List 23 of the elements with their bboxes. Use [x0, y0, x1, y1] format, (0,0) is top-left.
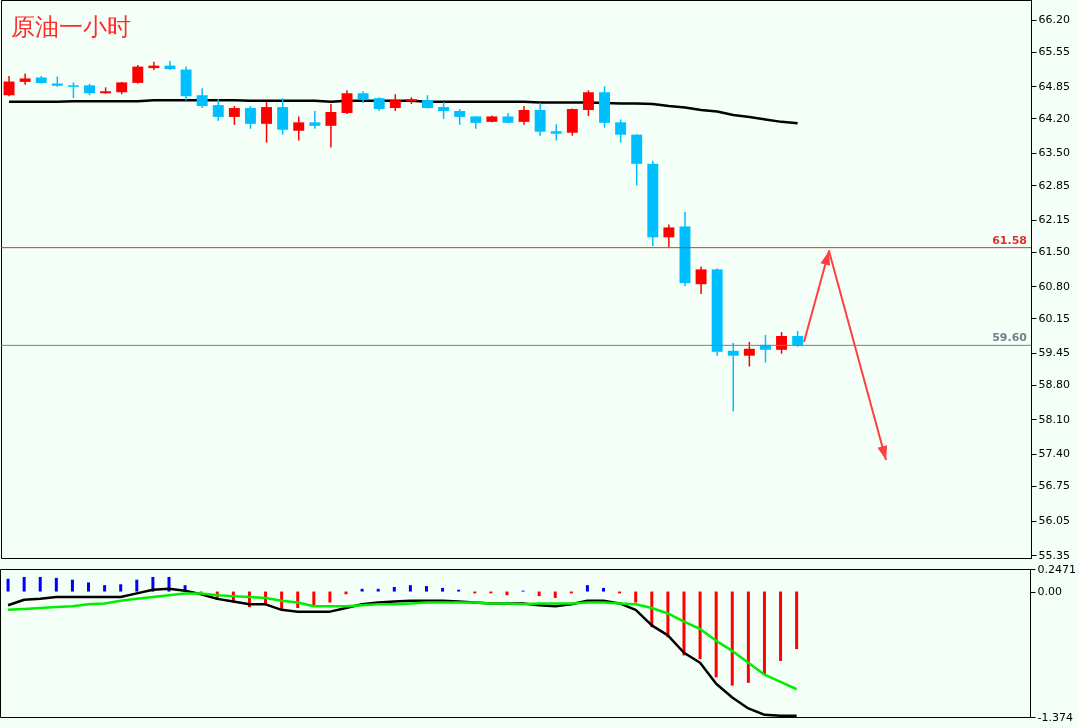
y-tick-label: 0.00: [1037, 585, 1062, 599]
y-tick-label: 56.75: [1038, 479, 1070, 493]
y-tick-label: 0.2471: [1037, 562, 1076, 576]
y-tick-label: 58.80: [1038, 378, 1070, 392]
y-tick-label: 55.35: [1038, 548, 1070, 562]
y-tick-label: 58.10: [1038, 412, 1070, 426]
y-tick-label: 56.05: [1038, 514, 1070, 527]
y-tick-label: 62.85: [1038, 178, 1070, 192]
y-tick-label: 61.50: [1038, 245, 1070, 259]
ref-line-label: 61.58: [992, 233, 1027, 247]
y-tick-label: 64.20: [1038, 111, 1070, 125]
y-tick-label: 64.85: [1038, 79, 1070, 93]
y-tick-label: -1.374: [1037, 710, 1073, 724]
y-tick-label: 62.15: [1038, 213, 1070, 227]
y-tick-label: 66.20: [1038, 13, 1070, 27]
y-tick-label: 59.45: [1038, 346, 1070, 360]
y-tick-label: 57.40: [1038, 447, 1070, 461]
text: 原油一小时: [11, 13, 131, 41]
y-tick-label: 63.50: [1038, 146, 1070, 160]
y-tick-label: 65.55: [1038, 45, 1070, 59]
ref-line-label: 59.60: [992, 331, 1028, 345]
y-tick-label: 60.80: [1038, 279, 1070, 293]
y-tick-label: 60.15: [1038, 311, 1070, 325]
